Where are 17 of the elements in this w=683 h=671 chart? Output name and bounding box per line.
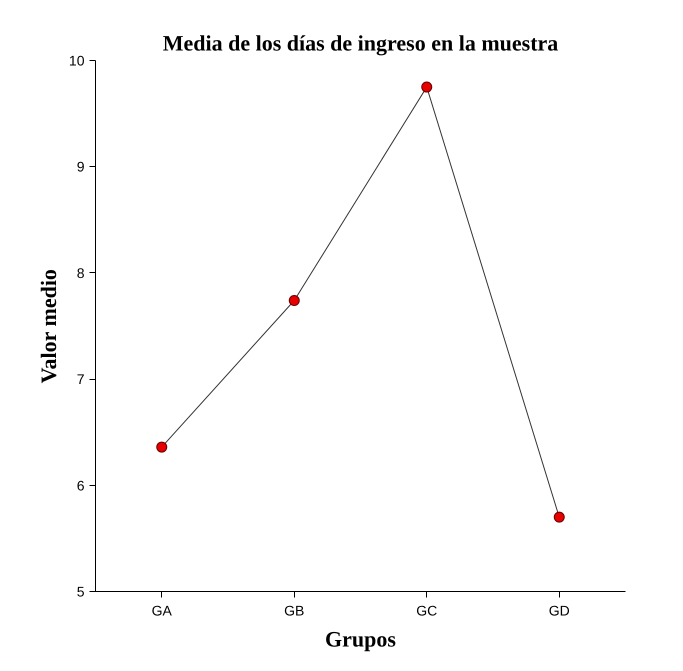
y-tick-label: 8 [76,264,85,281]
x-tick-label: GA [152,602,173,618]
y-tick-label: 5 [76,584,85,600]
y-tick-label: 10 [68,52,85,68]
y-tick-label: 7 [76,371,85,388]
chart-title: Media de los días de ingreso en la muestra [162,30,558,56]
point [554,512,565,523]
y-tick-label: 6 [76,477,85,494]
y-axis-title: Valor medio [36,269,61,384]
x-axis-title: Grupos [325,626,396,652]
point [288,295,300,306]
x-tick-label: GC [416,602,438,618]
point [421,82,432,93]
x-tick-label: GB [284,602,304,618]
y-tick-label: 9 [76,158,85,175]
x-tick-label: GD [548,602,570,618]
point [156,442,168,453]
